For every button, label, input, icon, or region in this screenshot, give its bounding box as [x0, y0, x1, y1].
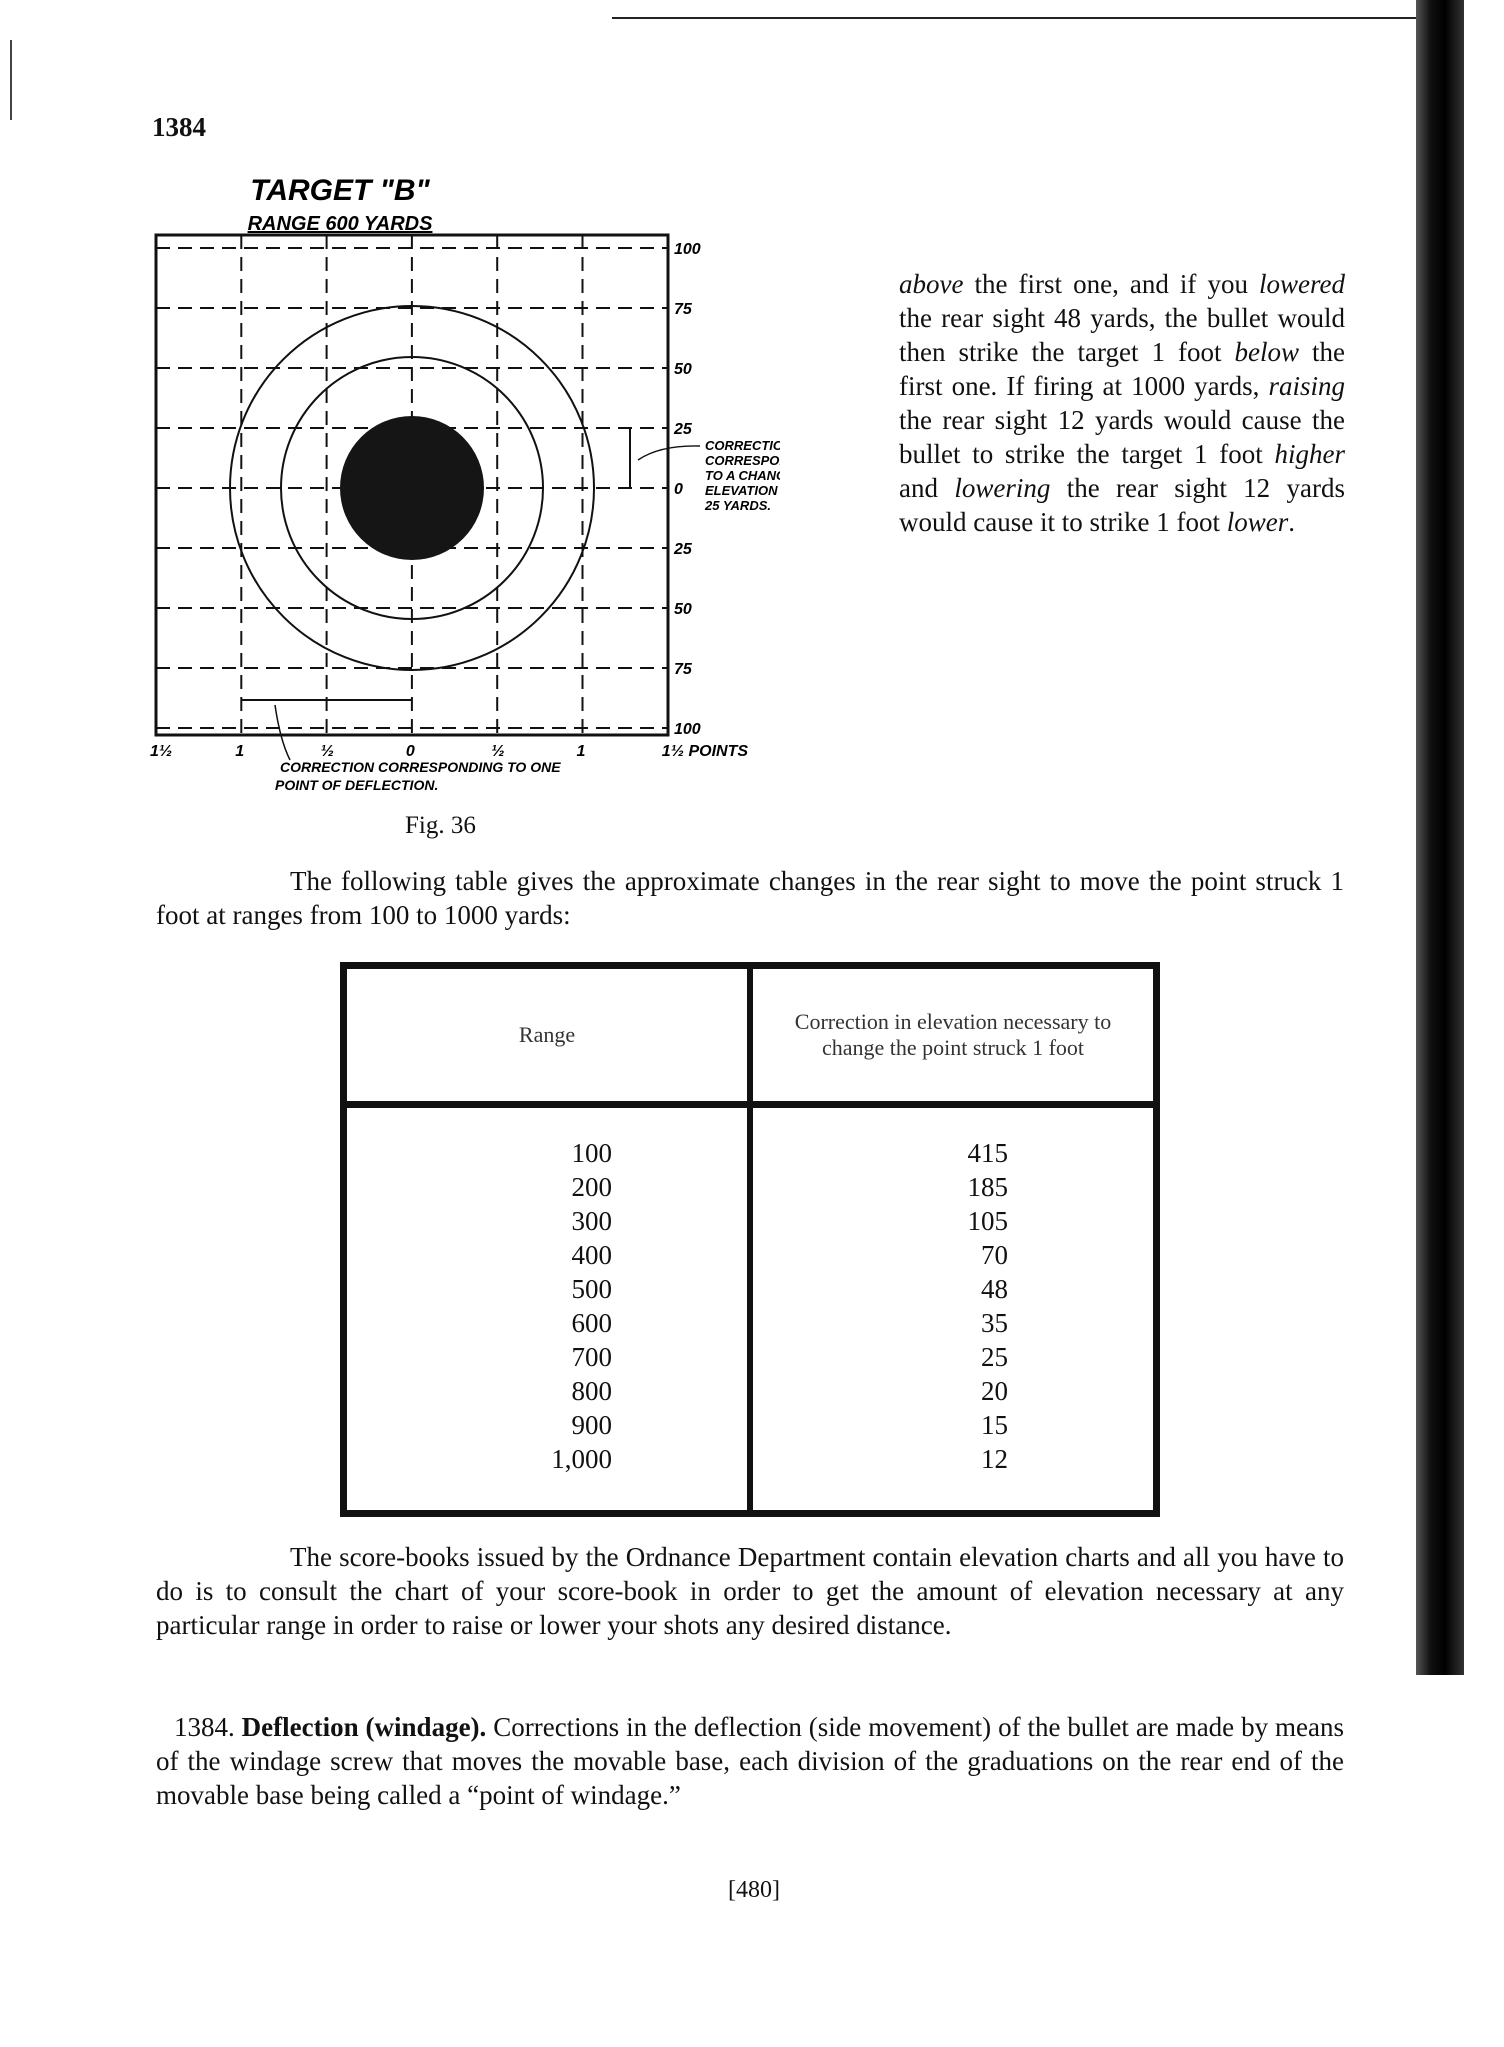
elevation-label: 25	[673, 541, 693, 558]
elevation-table: Range Correction in elevation necessary …	[340, 962, 1160, 1517]
range-cell: 800	[571, 1376, 613, 1406]
body-text: and	[899, 473, 955, 503]
elevation-note-4: ELEVATION OF	[705, 483, 780, 498]
deflection-leader	[274, 704, 291, 761]
target-figure: TARGET "B" RANGE 600 YARDS 100 75 50 25 0 25 5…	[150, 174, 780, 793]
correction-cell: 70	[981, 1240, 1008, 1270]
page-number: 1384	[152, 112, 206, 142]
deflection-label: ½	[491, 743, 504, 760]
inner-ring	[280, 356, 544, 620]
scan-left-edge	[10, 40, 12, 120]
elevation-note-3: TO A CHANGE OF	[705, 468, 780, 483]
body-text: the rear sight 48 yards, the bullet woul…	[899, 303, 1345, 367]
deflection-label: ½	[321, 743, 334, 760]
deflection-label: 1	[577, 743, 586, 760]
figure-title: TARGET "B"	[250, 174, 430, 207]
figure-caption: Fig. 36	[405, 812, 476, 839]
correction-column: 415 185 105 70 48 35 25 20 15 12	[750, 1105, 1157, 1514]
elevation-leader	[637, 445, 701, 461]
intro-text: The following table gives the approximat…	[156, 866, 1344, 930]
deflection-label: 0	[406, 743, 415, 760]
range-cell: 400	[571, 1240, 613, 1270]
deflection-label: 1	[235, 743, 244, 760]
correction-cell: 105	[967, 1206, 1009, 1236]
scorebook-text: The score-books issued by the Ordnance D…	[156, 1542, 1344, 1640]
correction-cell: 25	[981, 1342, 1008, 1372]
deflection-paragraph: 1384. Deflection (windage). Corrections …	[156, 1710, 1344, 1812]
elevation-note-2: CORRESPONDING	[705, 453, 780, 468]
elevation-label: 0	[674, 481, 683, 498]
folio: [480]	[728, 1877, 780, 1903]
elevation-label: 100	[674, 241, 701, 258]
correction-cell: 415	[967, 1138, 1009, 1168]
section-number: 1384.	[174, 1712, 235, 1742]
elevation-label: 25	[673, 421, 693, 438]
bullseye	[340, 416, 484, 560]
figure-subtitle: RANGE 600 YARDS	[248, 213, 434, 235]
body-text: the first one, and if you	[963, 269, 1260, 299]
emphasis-text: below	[1234, 337, 1299, 367]
body-text: the rear sight 12 yards would cause the …	[899, 405, 1345, 469]
correction-cell: 15	[981, 1410, 1008, 1440]
elevation-note-1: CORRECTION	[705, 438, 780, 453]
deflection-note-2: POINT OF DEFLECTION.	[275, 777, 438, 793]
section-heading: Deflection (windage).	[241, 1712, 487, 1742]
deflection-labels: 1½ 1 ½ 0 ½ 1 1½ POINTS	[150, 743, 748, 760]
body-text: the first one. If firing at 1000 yards,	[899, 337, 1345, 401]
correction-cell: 12	[981, 1444, 1008, 1474]
deflection-label: 1½ POINTS	[662, 743, 749, 760]
section-text: Corrections in the deflection (side move…	[156, 1712, 1344, 1810]
emphasis-text: lowering	[954, 473, 1051, 503]
range-cell: 900	[571, 1410, 613, 1440]
correction-cell: 185	[967, 1172, 1009, 1202]
emphasis-text: lowered	[1259, 269, 1345, 299]
elevation-label: 100	[674, 721, 701, 738]
elevation-label: 50	[674, 601, 692, 618]
body-text: the rear sight 12 yards would cause it t…	[899, 473, 1345, 537]
header-range: Range	[343, 965, 753, 1108]
range-cell: 300	[571, 1206, 613, 1236]
range-cell: 100	[571, 1138, 613, 1168]
elevation-label: 75	[674, 661, 693, 678]
outer-ring	[229, 305, 595, 671]
elevation-note-5: 25 YARDS.	[704, 498, 771, 513]
elevation-label: 75	[674, 301, 693, 318]
elevation-labels: 100 75 50 25 0 25 50 75 100	[673, 241, 701, 738]
scan-binding-edge	[1416, 0, 1464, 1675]
emphasis-text: lower	[1226, 507, 1289, 537]
range-column: 100 200 300 400 500 600 700 800 900 1,000	[343, 1104, 753, 1514]
elevation-label: 50	[674, 361, 692, 378]
range-cell: 600	[571, 1308, 613, 1338]
range-cell: 500	[571, 1274, 613, 1304]
correction-cell: 35	[981, 1308, 1008, 1338]
emphasis-text: higher	[1274, 439, 1346, 469]
range-cell: 200	[571, 1172, 613, 1202]
emphasis-text: above	[899, 269, 964, 299]
body-text: .	[1288, 507, 1295, 537]
intro-paragraph: The following table gives the approximat…	[156, 864, 1344, 932]
emphasis-text: raising	[1268, 371, 1345, 401]
top-rule	[612, 17, 1422, 19]
deflection-label: 1½	[150, 743, 172, 760]
range-cell: 700	[571, 1342, 613, 1372]
right-column-text: above the first one, and if you lowered …	[899, 267, 1345, 539]
range-cell: 1,000	[551, 1444, 612, 1474]
correction-cell: 48	[981, 1274, 1008, 1304]
correction-cell: 20	[981, 1376, 1008, 1406]
scorebook-paragraph: The score-books issued by the Ordnance D…	[156, 1540, 1344, 1642]
header-correction: Correction in elevation necessary to cha…	[750, 965, 1157, 1108]
deflection-note-1: CORRECTION CORRESPONDING TO ONE	[280, 759, 561, 775]
